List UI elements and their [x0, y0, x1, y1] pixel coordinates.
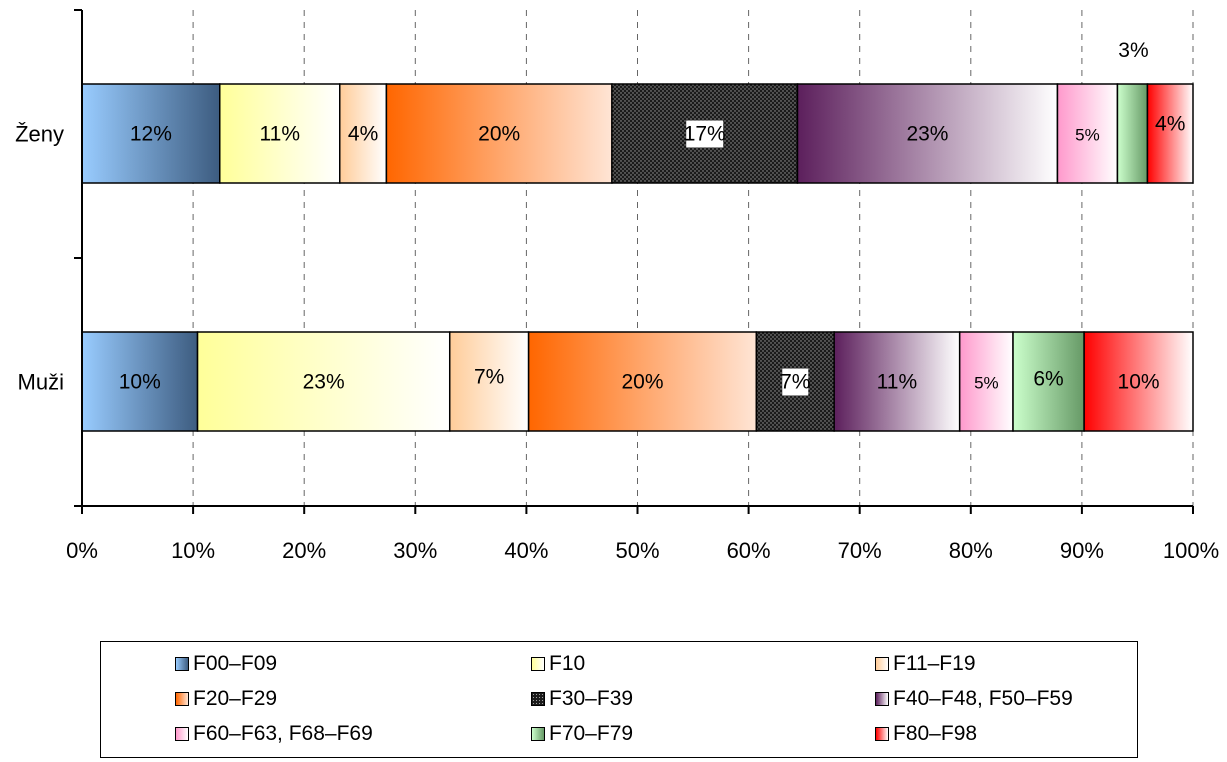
legend-label: F30–F39 [549, 687, 634, 710]
legend-swatch [531, 657, 545, 671]
legend-swatch [175, 657, 189, 671]
data-label-mu-i-f10: 23% [303, 371, 345, 394]
legend-label: F11–F19 [893, 652, 976, 675]
bar-segment-eny-f40-f48-f50-f59 [796, 83, 1059, 184]
legend-label: F70–F79 [549, 722, 634, 745]
legend-swatch [875, 727, 889, 741]
x-tick-label: 90% [1060, 538, 1104, 563]
legend-label: F40–F48, F50–F59 [893, 687, 1073, 710]
legend-swatch [175, 727, 189, 741]
data-label-mu-i-f20-f29: 20% [621, 371, 663, 394]
data-label-eny-f60-f63-f68-f69: 5% [1075, 126, 1100, 145]
bar-segment-mu-i-f80-f98 [1083, 331, 1194, 432]
data-label-bg [686, 120, 724, 148]
x-tick-label: 100% [1163, 538, 1219, 563]
data-label-eny-f30-f39: 17% [684, 123, 726, 146]
data-label-mu-i-f70-f79: 6% [1033, 368, 1063, 391]
legend-swatch [175, 692, 189, 706]
bar-segment-mu-i-f60-f63-f68-f69 [958, 331, 1014, 432]
x-tick-label: 80% [949, 538, 993, 563]
data-label-eny-f80-f98: 4% [1155, 113, 1185, 136]
data-label-eny-f11-f19: 4% [348, 123, 378, 146]
x-tick-label: 0% [66, 538, 98, 563]
bar-segment-eny-f70-f79 [1116, 83, 1149, 184]
data-label-eny-f20-f29: 20% [478, 123, 520, 146]
data-label-mu-i-f80-f98: 10% [1118, 371, 1160, 394]
legend-item-f80-f98: F80–F98 [875, 719, 977, 749]
bar-segment-eny-f00-f09 [81, 83, 221, 184]
x-tick-label: 20% [282, 538, 326, 563]
legend-label: F10 [549, 652, 586, 675]
legend-label: F60–F63, F68–F69 [193, 722, 373, 745]
y-category-label-eny: Ženy [15, 122, 64, 147]
bar-segment-mu-i-f40-f48-f50-f59 [833, 331, 961, 432]
bar-segment-mu-i-f20-f29 [527, 331, 758, 432]
legend-item-f70-f79: F70–F79 [531, 719, 633, 749]
x-tick-label: 10% [171, 538, 215, 563]
legend-swatch [531, 727, 545, 741]
data-label-eny-f10: 11% [260, 123, 300, 146]
legend-item-f40-f48-f50-f59: F40–F48, F50–F59 [875, 684, 1073, 714]
data-label-mu-i-f00-f09: 10% [119, 371, 161, 394]
stacked-bar-chart: 12% 11% 4% 20% 17% 23% 5% 3% 4% 10% 23% 7% 20% 7% 11% 5… [15, 9, 1219, 563]
x-tick-label: 30% [393, 538, 437, 563]
legend-swatch [875, 657, 889, 671]
bar-segment-mu-i-f10 [196, 331, 451, 432]
data-label-mu-i-f60-f63-f68-f69: 5% [974, 374, 999, 393]
legend-item-f30-f39: F30–F39 [531, 684, 633, 714]
bar-segment-eny-f11-f19 [339, 83, 388, 184]
bar-segment-eny-f20-f29 [385, 83, 613, 184]
legend-item-f10: F10 [531, 649, 585, 679]
legend-swatch [531, 692, 545, 706]
bar-segment-eny-f60-f63-f68-f69 [1056, 83, 1119, 184]
bar-segment-eny-f80-f98 [1146, 83, 1194, 184]
bar-segment-mu-i-f70-f79 [1012, 331, 1085, 432]
bar-segment-mu-i-f11-f19 [448, 331, 530, 432]
legend-label: F80–F98 [893, 722, 978, 745]
legend-item-f00-f09: F00–F09 [175, 649, 277, 679]
legend-swatch [875, 692, 889, 706]
legend-item-f11-f19: F11–F19 [875, 649, 976, 679]
bar-segment-eny-f30-f39 [611, 83, 799, 184]
data-label-eny-f40-f48-f50-f59: 23% [906, 123, 948, 146]
data-label-mu-i-f40-f48-f50-f59: 11% [877, 371, 917, 394]
axes: 0% 10% 20% 30% 40% 50% 60% 70% 80% 90% 100% Ženy Muž… [15, 9, 1219, 563]
x-tick-label: 70% [838, 538, 882, 563]
bars [81, 83, 1194, 432]
y-category-label-mu-i: Muži [18, 370, 64, 395]
data-label-eny-f00-f09: 12% [130, 123, 172, 146]
x-tick-label: 60% [727, 538, 771, 563]
data-labels: 12% 11% 4% 20% 17% 23% 5% 3% 4% 10% 23% 7% 20% 7% 11% 5… [119, 39, 1185, 396]
data-label-eny-f70-f79: 3% [1118, 39, 1148, 62]
legend-label: F20–F29 [193, 687, 278, 710]
data-label-bg [782, 368, 809, 396]
x-tick-label: 50% [615, 538, 659, 563]
legend-item-f20-f29: F20–F29 [175, 684, 277, 714]
data-label-mu-i-f30-f39: 7% [780, 371, 810, 394]
data-label-mu-i-f11-f19: 7% [474, 366, 504, 389]
legend-item-f60-f63-f68-f69: F60–F63, F68–F69 [175, 719, 373, 749]
x-tick-label: 40% [504, 538, 548, 563]
legend: F00–F09 F10 F11–F19 F20–F29 F30–F39 F40–F48, … [100, 641, 1138, 758]
legend-label: F00–F09 [193, 652, 278, 675]
